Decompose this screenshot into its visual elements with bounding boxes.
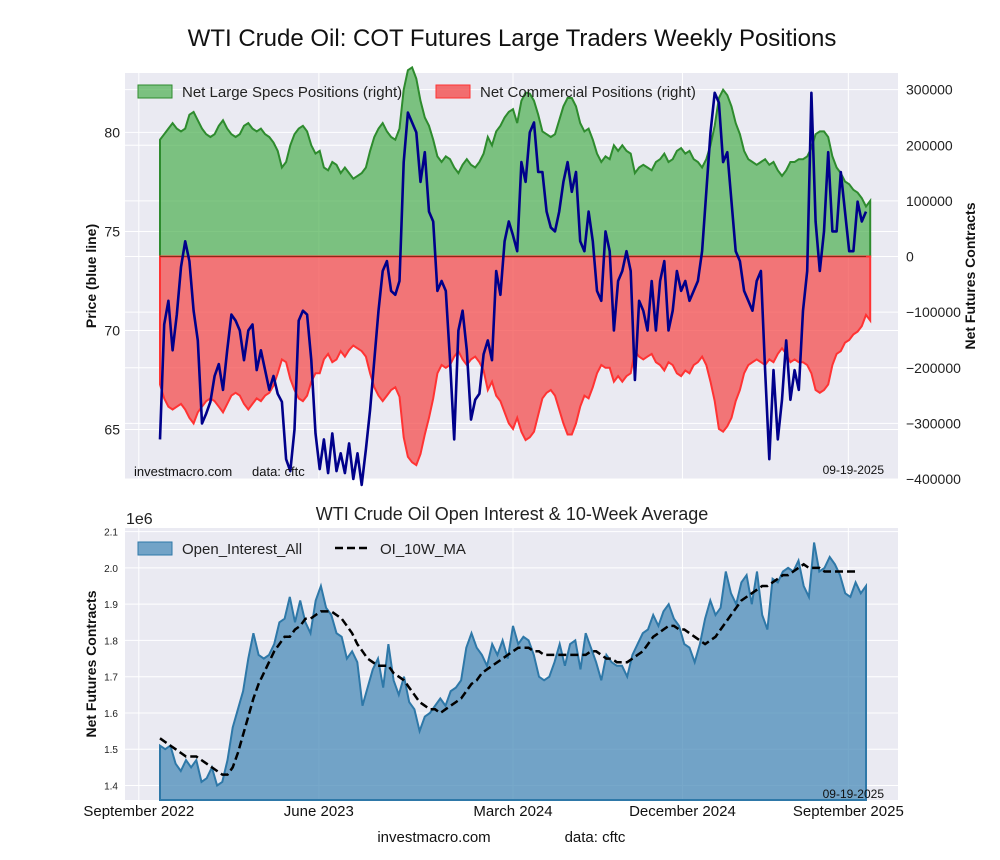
- right-tick-label-3: −100000: [906, 304, 961, 320]
- figure-title: WTI Crude Oil: COT Futures Large Traders…: [188, 25, 837, 52]
- top-watermark-data: data: cftc: [252, 464, 305, 479]
- bottom-x-ticks: September 2022 June 2023 March 2024 Decembe…: [83, 803, 903, 820]
- top-watermark-site: investmacro.com: [134, 464, 232, 479]
- legend-swatch-commercial: [435, 84, 471, 99]
- top-chart: 65 70 75 80 −400000 −300000 −200000 −100000 0 10…: [83, 65, 978, 487]
- footer-site: investmacro.com: [377, 829, 490, 846]
- bottom-y-tick-label-2: 1.6: [104, 709, 118, 720]
- bottom-x-tick-label-2: March 2024: [473, 803, 552, 820]
- top-date-label: 09-19-2025: [823, 463, 885, 477]
- legend-label-commercial: Net Commercial Positions (right): [480, 84, 696, 101]
- bottom-y-tick-label-7: 2.1: [104, 528, 118, 539]
- top-legend: Net Large Specs Positions (right) Net Co…: [137, 84, 696, 101]
- left-tick-label-2: 75: [104, 223, 120, 239]
- left-tick-label-1: 70: [104, 322, 120, 338]
- right-tick-label-7: 300000: [906, 82, 953, 98]
- right-tick-label-0: −400000: [906, 471, 961, 487]
- bottom-y-tick-label-6: 2.0: [104, 564, 118, 575]
- right-tick-label-5: 100000: [906, 193, 953, 209]
- bottom-chart: WTI Crude Oil Open Interest & 10-Week Av…: [83, 504, 904, 820]
- bottom-y-tick-label-0: 1.4: [104, 781, 118, 792]
- right-axis-label: Net Futures Contracts: [962, 202, 978, 349]
- left-tick-label-0: 65: [104, 421, 120, 437]
- bottom-x-tick-label-4: September 2025: [793, 803, 904, 820]
- right-tick-label-1: −300000: [906, 415, 961, 431]
- open-interest-area: [159, 542, 867, 801]
- oi-10w-ma-line: [159, 562, 856, 776]
- left-tick-label-3: 80: [104, 124, 120, 140]
- legend-label-ma: OI_10W_MA: [380, 541, 466, 558]
- bottom-y-tick-label-4: 1.8: [104, 636, 118, 647]
- bottom-chart-title: WTI Crude Oil Open Interest & 10-Week Av…: [316, 504, 709, 524]
- bottom-y-tick-label-3: 1.7: [104, 673, 118, 684]
- bottom-y-ticks: 1.4 1.5 1.6 1.7 1.8 1.9 2.0 2.1: [104, 528, 118, 793]
- net-large-specs-area: [159, 65, 872, 258]
- price-line: [158, 91, 868, 487]
- right-tick-label-6: 200000: [906, 137, 953, 153]
- footer-data: data: cftc: [565, 829, 626, 846]
- left-axis-ticks: 65 70 75 80: [104, 124, 120, 437]
- bottom-x-tick-label-0: September 2022: [83, 803, 194, 820]
- bottom-offset-label: 1e6: [126, 511, 153, 528]
- right-tick-label-4: 0: [906, 249, 914, 265]
- bottom-y-tick-label-5: 1.9: [104, 600, 118, 611]
- legend-label-open-interest: Open_Interest_All: [182, 541, 302, 558]
- net-commercial-area: [159, 255, 872, 467]
- legend-swatch-open-interest: [137, 541, 173, 556]
- bottom-legend: Open_Interest_All OI_10W_MA: [137, 541, 466, 558]
- right-tick-label-2: −200000: [906, 360, 961, 376]
- bottom-date-label: 09-19-2025: [823, 787, 885, 801]
- legend-label-specs: Net Large Specs Positions (right): [182, 84, 402, 101]
- bottom-y-tick-label-1: 1.5: [104, 745, 118, 756]
- bottom-y-axis-label: Net Futures Contracts: [83, 590, 99, 737]
- bottom-x-tick-label-3: December 2024: [629, 803, 736, 820]
- bottom-x-tick-label-1: June 2023: [284, 803, 354, 820]
- legend-swatch-specs: [137, 84, 173, 99]
- right-axis-ticks: −400000 −300000 −200000 −100000 0 100000 20000…: [906, 82, 961, 487]
- left-axis-label: Price (blue line): [83, 224, 99, 328]
